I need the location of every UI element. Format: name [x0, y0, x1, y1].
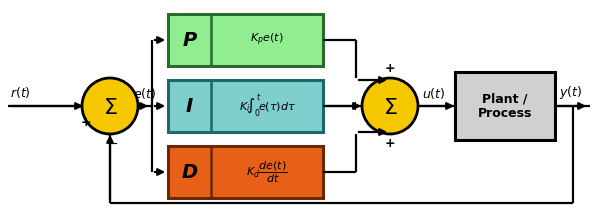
Circle shape [82, 78, 138, 134]
Bar [168, 80, 323, 132]
Text: $e(t)$: $e(t)$ [133, 86, 156, 101]
Text: D: D [181, 163, 198, 181]
Text: $\Sigma$: $\Sigma$ [383, 98, 397, 118]
Text: $y(t)$: $y(t)$ [559, 84, 583, 101]
Text: $-$: $-$ [107, 137, 118, 150]
Circle shape [362, 78, 418, 134]
Text: $K_p e(t)$: $K_p e(t)$ [250, 32, 284, 48]
Text: $K_d\dfrac{de(t)}{dt}$: $K_d\dfrac{de(t)}{dt}$ [246, 159, 288, 185]
Text: +: + [81, 116, 92, 129]
Text: P: P [183, 30, 197, 49]
Bar [168, 146, 323, 198]
Text: +: + [350, 99, 361, 112]
Text: $\Sigma$: $\Sigma$ [103, 98, 117, 118]
Bar [168, 14, 323, 66]
Text: +: + [385, 137, 395, 150]
Text: $u(t)$: $u(t)$ [422, 86, 446, 101]
Text: Plant /
Process: Plant / Process [478, 92, 532, 120]
Text: I: I [186, 96, 193, 115]
Bar [455, 72, 555, 140]
Text: +: + [385, 62, 395, 75]
Text: $K_i\!\int_0^t\!e(\tau)d\tau$: $K_i\!\int_0^t\!e(\tau)d\tau$ [239, 92, 296, 120]
Text: $r(t)$: $r(t)$ [10, 85, 31, 100]
